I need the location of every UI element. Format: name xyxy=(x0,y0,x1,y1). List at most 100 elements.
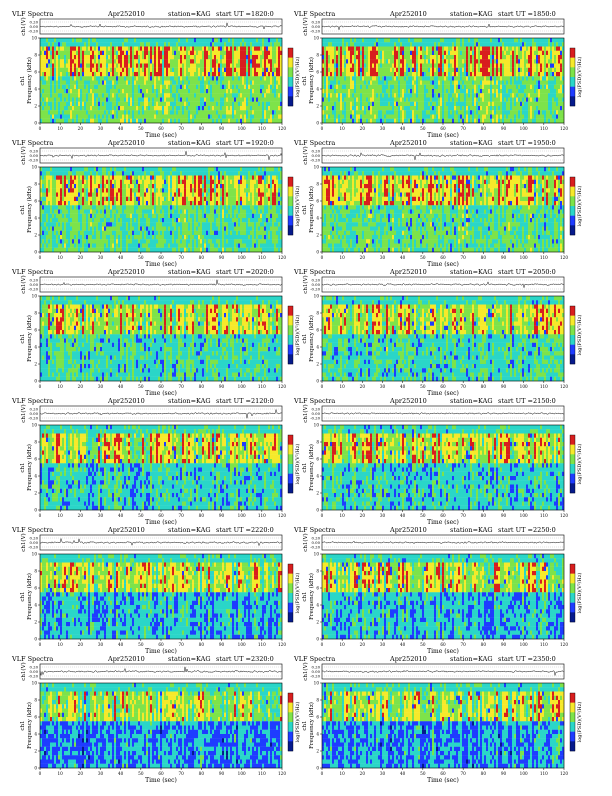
spectrogram-cell xyxy=(470,89,472,93)
spectrogram-cell xyxy=(510,98,512,102)
spectrogram-cell xyxy=(446,106,448,110)
spectrogram-cell xyxy=(376,59,378,63)
spectrogram-cell xyxy=(398,68,400,72)
spectrogram-cell xyxy=(82,38,84,42)
spectrogram-cell xyxy=(444,93,446,97)
spectrogram-cell xyxy=(86,98,88,102)
spectrogram-cell xyxy=(472,89,474,93)
spectrogram-cell xyxy=(198,68,200,72)
y-tick-label: 4 xyxy=(34,87,37,92)
spectrogram-cell xyxy=(502,110,504,114)
spectrogram-cell xyxy=(326,76,328,80)
spectrogram-cell xyxy=(334,89,336,93)
spectrogram-cell xyxy=(62,93,64,97)
spectrogram-cell xyxy=(266,47,268,51)
spectrogram-cell xyxy=(64,68,66,72)
spectrogram-cell xyxy=(526,76,528,80)
spectrogram-cell xyxy=(68,38,70,42)
spectrogram-cell xyxy=(376,72,378,76)
spectrogram-cell xyxy=(392,38,394,42)
spectrogram-cell xyxy=(546,81,548,85)
spectrogram-cell xyxy=(452,72,454,76)
spectrogram-cell xyxy=(118,98,120,102)
spectrogram-cell xyxy=(156,102,158,106)
spectrogram-cell xyxy=(274,110,276,114)
spectrogram-cell xyxy=(66,93,68,97)
spectrogram-cell xyxy=(376,38,378,42)
spectrogram-cell xyxy=(258,106,260,110)
spectrogram-cell xyxy=(516,110,518,114)
spectrogram-cell xyxy=(180,38,182,42)
spectrogram-cell xyxy=(394,68,396,72)
spectrogram-cell xyxy=(246,68,248,72)
spectrogram-cell xyxy=(254,89,256,93)
spectrogram-cell xyxy=(216,85,218,89)
spectrogram-cell xyxy=(110,42,112,46)
spectrogram-cell xyxy=(52,64,54,68)
spectrogram-cell xyxy=(548,85,550,89)
spectrogram-cell xyxy=(226,93,228,97)
spectrogram-cell xyxy=(154,38,156,42)
spectrogram-cell xyxy=(240,64,242,68)
spectrogram-cell xyxy=(526,42,528,46)
spectrogram-cell xyxy=(258,93,260,97)
spectrogram-cell xyxy=(156,55,158,59)
spectrogram-cell xyxy=(542,38,544,42)
spectrogram-cell xyxy=(118,76,120,80)
spectrogram-cell xyxy=(396,38,398,42)
spectrogram-cell xyxy=(258,81,260,85)
spectrogram-cell xyxy=(86,59,88,63)
spectrogram-cell xyxy=(414,106,416,110)
spectrogram-cell xyxy=(496,59,498,63)
spectrogram-cell xyxy=(372,64,374,68)
spectrogram-cell xyxy=(58,81,60,85)
spectrogram-cell xyxy=(100,106,102,110)
spectrogram-cell xyxy=(412,98,414,102)
spectrogram-cell xyxy=(210,64,212,68)
spectrogram-cell xyxy=(506,102,508,106)
spectrogram-cell xyxy=(332,85,334,89)
spectrogram-cell xyxy=(238,59,240,63)
spectrogram-cell xyxy=(432,115,434,119)
spectrogram-cell xyxy=(338,106,340,110)
spectrogram-cell xyxy=(536,42,538,46)
spectrogram-cell xyxy=(334,102,336,106)
spectrogram-cell xyxy=(158,59,160,63)
spectrogram-cell xyxy=(348,85,350,89)
spectrogram-cell xyxy=(516,115,518,119)
spectrogram-cell xyxy=(392,64,394,68)
spectrogram-cell xyxy=(484,55,486,59)
spectrogram-cell xyxy=(40,110,42,114)
spectrogram-cell xyxy=(412,47,414,51)
spectrogram-cell xyxy=(548,98,550,102)
spectrogram-cell xyxy=(422,38,424,42)
spectrogram-cell xyxy=(480,59,482,63)
spectrogram-cell xyxy=(438,72,440,76)
spectrogram-cell xyxy=(362,42,364,46)
spectrogram-cell xyxy=(222,106,224,110)
spectrogram-cell xyxy=(250,47,252,51)
spectrogram-cell xyxy=(92,98,94,102)
spectrogram-cell xyxy=(478,98,480,102)
spectrogram-cell xyxy=(550,119,552,123)
spectrogram-cell xyxy=(252,98,254,102)
spectrogram-cell xyxy=(428,38,430,42)
spectrogram-cell xyxy=(476,42,478,46)
spectrogram-cell xyxy=(450,85,452,89)
panel-date: Apr252010 xyxy=(389,10,427,18)
spectrogram-cell xyxy=(174,98,176,102)
spectrogram-cell xyxy=(490,89,492,93)
spectrogram-cell xyxy=(134,102,136,106)
waveform-tick-label: -0.20 xyxy=(28,28,38,33)
spectrogram-cell xyxy=(378,51,380,55)
spectrogram-cell xyxy=(378,42,380,46)
spectrogram-cell xyxy=(474,76,476,80)
spectrogram-cell xyxy=(406,89,408,93)
spectrogram-cell xyxy=(86,102,88,106)
spectrogram-cell xyxy=(278,51,280,55)
spectrogram-cell xyxy=(80,98,82,102)
spectrogram-cell xyxy=(184,51,186,55)
spectrogram-cell xyxy=(242,85,244,89)
spectrogram-cell xyxy=(322,64,324,68)
spectrogram-cell xyxy=(470,51,472,55)
